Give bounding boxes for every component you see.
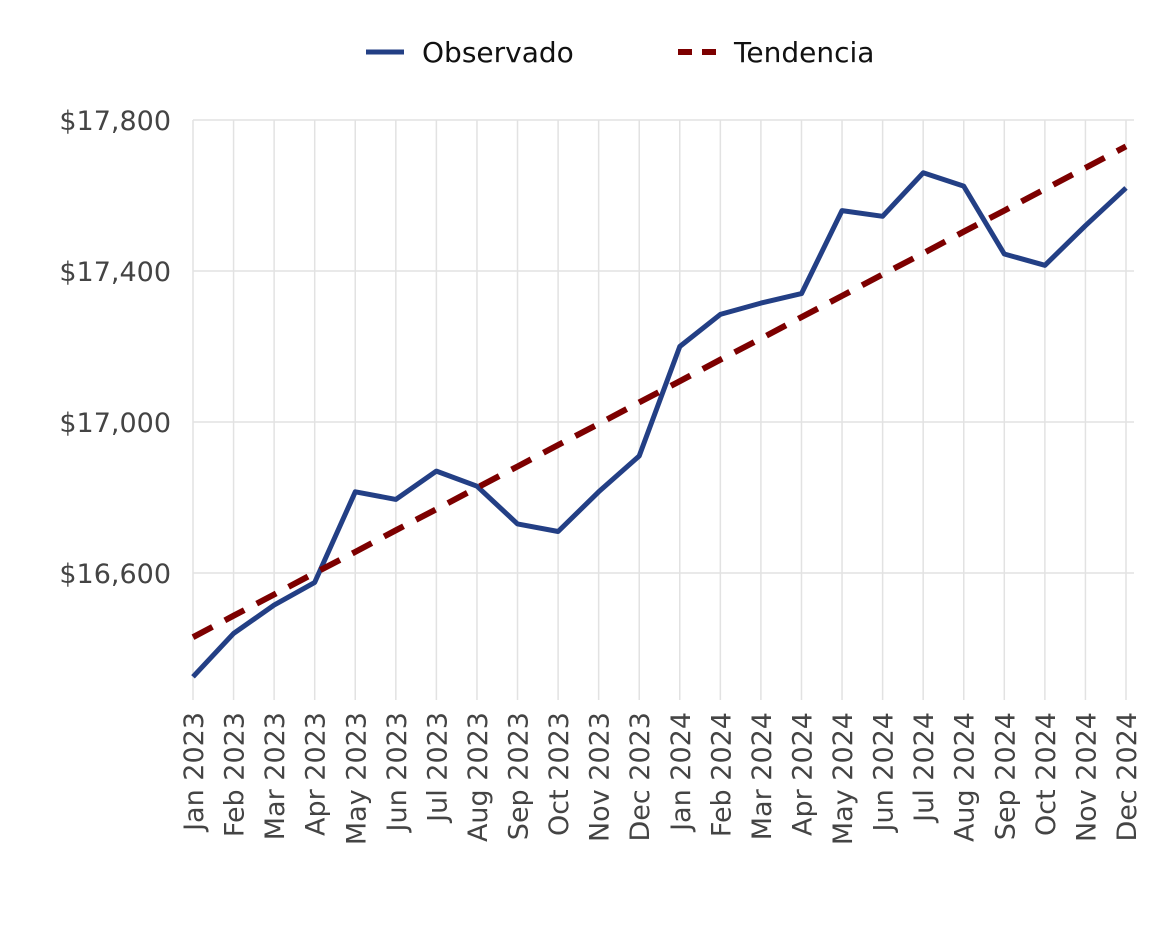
x-tick-label: Jan 2024: [666, 712, 697, 833]
x-tick-label: Oct 2024: [1031, 712, 1062, 836]
legend-label-tendencia: Tendencia: [733, 36, 874, 69]
y-tick-label: $17,000: [59, 408, 171, 439]
x-tick-label: Apr 2024: [787, 712, 818, 836]
x-tick-label: Dec 2024: [1112, 712, 1143, 842]
x-tick-label: Dec 2023: [625, 712, 656, 842]
x-tick-label: Jun 2024: [869, 712, 900, 833]
x-tick-label: Jun 2023: [382, 712, 413, 833]
x-tick-label: Feb 2024: [706, 712, 737, 837]
x-tick-label: Mar 2023: [260, 712, 291, 840]
x-tick-label: Sep 2023: [504, 712, 535, 840]
x-tick-label: Nov 2024: [1071, 712, 1102, 842]
y-axis: $16,600 $17,000 $17,400 $17,800: [59, 106, 171, 590]
x-tick-label: Aug 2024: [950, 712, 981, 842]
grid: [192, 119, 1134, 700]
series-line-observado: [191, 170, 1128, 679]
x-tick-label: Jan 2023: [179, 712, 210, 833]
x-tick-label: May 2023: [341, 712, 372, 845]
x-tick-label: Apr 2023: [301, 712, 332, 836]
x-tick-label: Mar 2024: [747, 712, 778, 840]
legend-label-observado: Observado: [422, 36, 574, 69]
x-tick-label: Nov 2023: [585, 712, 616, 842]
x-tick-label: Jul 2024: [909, 712, 940, 824]
x-tick-label: Oct 2023: [544, 712, 575, 836]
x-tick-label: Sep 2024: [990, 712, 1021, 840]
x-tick-label: Aug 2023: [463, 712, 494, 842]
series-layer: [191, 143, 1128, 679]
x-tick-label: May 2024: [828, 712, 859, 845]
y-tick-label: $16,600: [59, 559, 171, 590]
y-tick-label: $17,800: [59, 106, 171, 137]
y-tick-label: $17,400: [59, 257, 171, 288]
series-line-tendencia: [191, 143, 1128, 640]
legend: Observado Tendencia: [366, 36, 874, 69]
x-tick-label: Jul 2023: [422, 712, 453, 824]
x-tick-label: Feb 2023: [220, 712, 251, 837]
x-axis: Jan 2023 Feb 2023 Mar 2023 Apr 2023 May 2023…: [179, 712, 1143, 845]
